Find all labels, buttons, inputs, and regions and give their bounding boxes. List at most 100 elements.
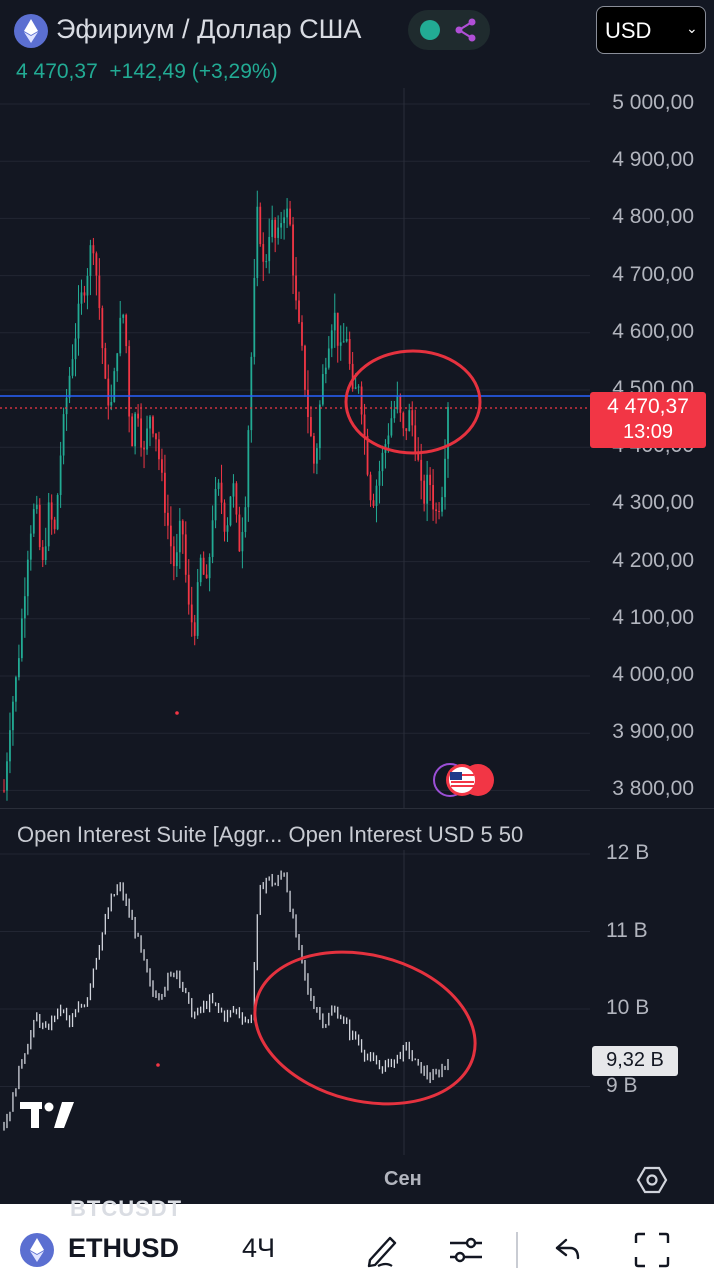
- currency-select[interactable]: [596, 6, 706, 54]
- candle: [211, 520, 214, 558]
- candle: [134, 413, 137, 447]
- currency-value: USD: [605, 18, 652, 43]
- candle: [80, 292, 83, 304]
- candle: [181, 520, 184, 535]
- candle: [378, 471, 381, 486]
- candle: [26, 559, 29, 597]
- last-price-tag: [590, 392, 706, 448]
- candle: [333, 312, 336, 331]
- candle: [220, 482, 223, 503]
- candle: [304, 345, 306, 390]
- candle: [318, 404, 321, 449]
- indicator-legend[interactable]: Open Interest Suite [Aggr... Open Intere…: [17, 822, 524, 847]
- candle: [292, 224, 294, 276]
- price-chart[interactable]: [0, 88, 590, 808]
- symbol-button[interactable]: ETHUSD: [68, 1233, 180, 1263]
- candle: [226, 525, 229, 532]
- candle: [175, 552, 178, 567]
- candle: [149, 416, 151, 429]
- candle: [32, 509, 35, 534]
- candle: [360, 386, 363, 415]
- price-axis-tick: 4 800,00: [612, 205, 694, 229]
- candle: [172, 546, 175, 567]
- candle: [53, 519, 56, 530]
- interval-button[interactable]: 4Ч: [242, 1233, 276, 1263]
- candle: [253, 277, 256, 357]
- candle: [101, 308, 104, 349]
- candle: [280, 223, 283, 228]
- candle: [259, 206, 262, 245]
- candle: [298, 300, 300, 323]
- candle: [119, 317, 122, 354]
- pane-divider: [0, 808, 714, 809]
- eth-logo-icon[interactable]: [20, 1233, 54, 1267]
- candle: [116, 353, 119, 372]
- price-axis-tick: 3 900,00: [612, 720, 694, 744]
- candle: [74, 338, 77, 360]
- fullscreen-icon[interactable]: [632, 1230, 672, 1270]
- candle: [59, 455, 62, 495]
- open-interest-chart[interactable]: [0, 850, 590, 1155]
- candle: [229, 496, 232, 526]
- candle: [77, 303, 80, 339]
- candle: [146, 428, 148, 450]
- candle: [432, 485, 435, 510]
- candle: [164, 472, 166, 513]
- candle: [65, 397, 68, 415]
- candle: [205, 574, 208, 579]
- undo-icon[interactable]: [546, 1230, 586, 1270]
- candle: [345, 338, 348, 342]
- candle: [98, 275, 101, 309]
- share-icon[interactable]: [452, 16, 480, 44]
- candle: [390, 418, 393, 436]
- price-axis-tick: 4 300,00: [612, 491, 694, 515]
- candle: [187, 574, 190, 605]
- oi-axis-tick: 12 B: [606, 841, 650, 864]
- price-change-percent: (+3,29%): [191, 60, 278, 83]
- candle: [399, 395, 402, 413]
- candle: [95, 253, 98, 276]
- candle: [414, 425, 417, 453]
- candle: [393, 409, 396, 419]
- candle: [283, 217, 286, 224]
- candle: [190, 604, 193, 623]
- candle: [321, 374, 324, 405]
- candle: [9, 730, 11, 762]
- draw-pen-icon[interactable]: [362, 1230, 402, 1270]
- chevron-down-icon: ⌄: [686, 20, 698, 36]
- chart-settings-icon[interactable]: [636, 1164, 668, 1196]
- candle: [29, 533, 32, 560]
- candle: [6, 761, 8, 791]
- oi-last-value: 9,32 B: [606, 1049, 664, 1071]
- candle: [339, 342, 342, 346]
- candle: [44, 546, 47, 561]
- open-interest-bars: [3, 870, 449, 1131]
- candle: [268, 236, 271, 262]
- candle: [396, 395, 399, 410]
- candle: [342, 341, 345, 343]
- candle: [256, 206, 259, 278]
- candle: [202, 557, 205, 575]
- bar-countdown: 13:09: [622, 421, 674, 443]
- candle: [363, 414, 366, 436]
- candle: [408, 410, 411, 432]
- candle: [104, 348, 107, 379]
- candle: [232, 483, 235, 497]
- economic-events-icon[interactable]: [428, 760, 500, 800]
- candle: [295, 275, 297, 301]
- candle: [137, 413, 139, 419]
- market-open-status-icon: [420, 20, 440, 40]
- candle: [47, 502, 50, 547]
- candle: [420, 459, 423, 481]
- indicators-sliders-icon[interactable]: [446, 1230, 486, 1270]
- oi-axis-tick: 10 B: [606, 996, 650, 1019]
- candle: [381, 452, 384, 472]
- candle: [128, 346, 131, 417]
- price-change: +142,49: [109, 60, 186, 83]
- candle: [241, 531, 244, 552]
- candle: [336, 312, 339, 346]
- candle: [158, 439, 160, 460]
- red-ellipse-annotation: [344, 349, 482, 455]
- grid: [0, 853, 590, 1087]
- candle: [50, 502, 53, 520]
